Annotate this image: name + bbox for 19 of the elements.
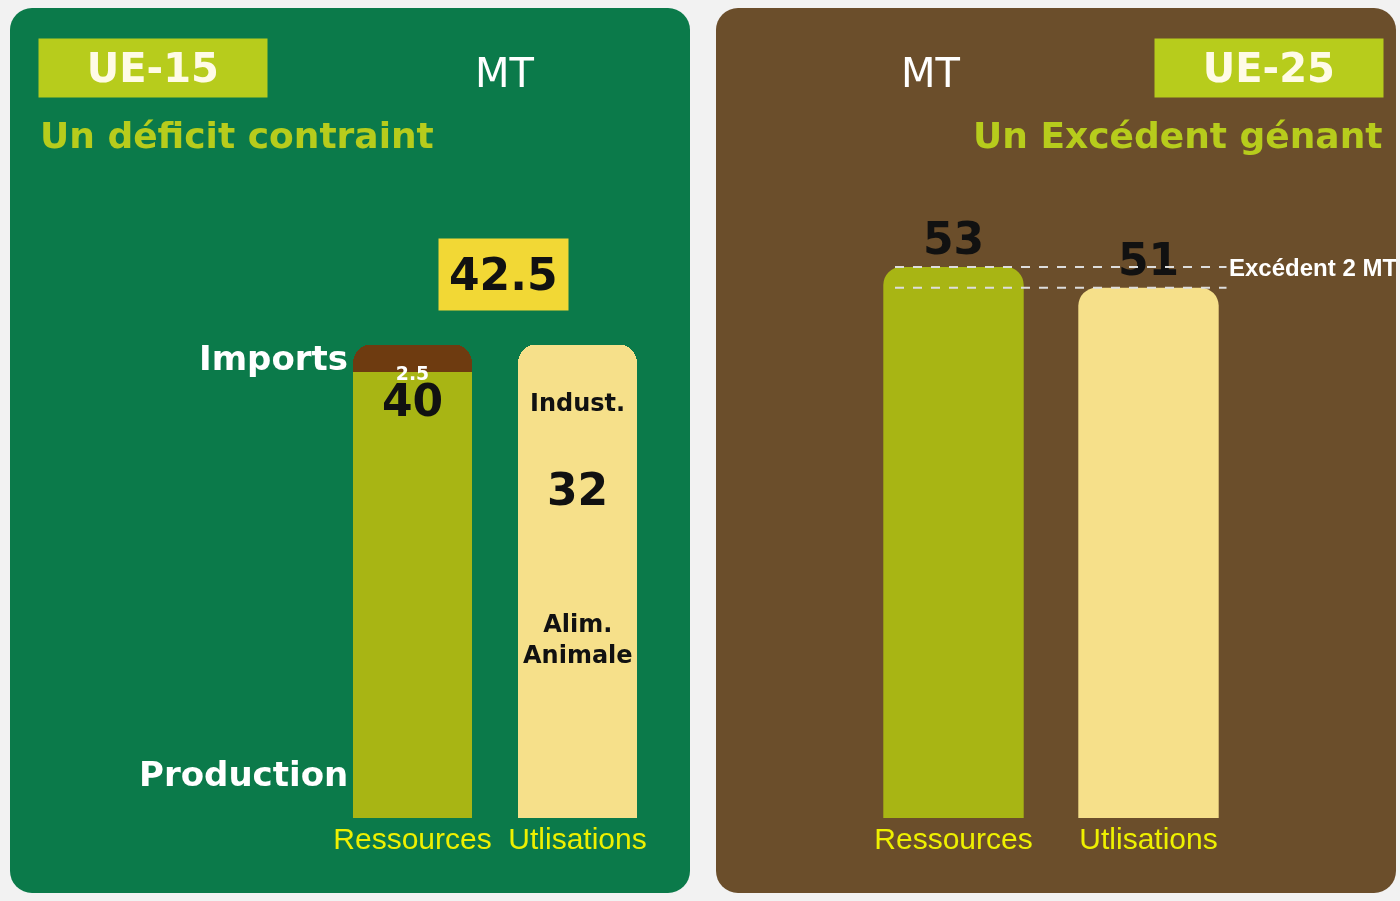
y-axis-title: MT (475, 50, 535, 96)
series-label: Production (139, 754, 349, 794)
data-label: 32 (546, 464, 609, 516)
series-label: Imports (199, 338, 349, 378)
x-tick-label: Utlisations (1079, 822, 1218, 855)
chart-title: UE-15 (45, 45, 261, 91)
x-tick-label: Ressources (333, 822, 492, 855)
ref-line-label: Excédent 2 MT (1229, 254, 1398, 281)
x-tick-label: Utlisations (508, 822, 647, 855)
series-label: Indust. (530, 389, 626, 417)
series-label: Alim. Animale (523, 610, 633, 670)
chart-title: UE-25 (1161, 45, 1377, 91)
data-label: 53 (922, 213, 985, 264)
total-label: 42.5 (449, 249, 558, 300)
x-tick-label: Ressources (874, 822, 1033, 855)
data-label: 51 (1117, 233, 1180, 285)
chart-subtitle: Un Excédent génant (973, 115, 1383, 156)
chart-subtitle: Un déficit contraint (40, 115, 434, 156)
y-axis-title: MT (901, 50, 961, 96)
